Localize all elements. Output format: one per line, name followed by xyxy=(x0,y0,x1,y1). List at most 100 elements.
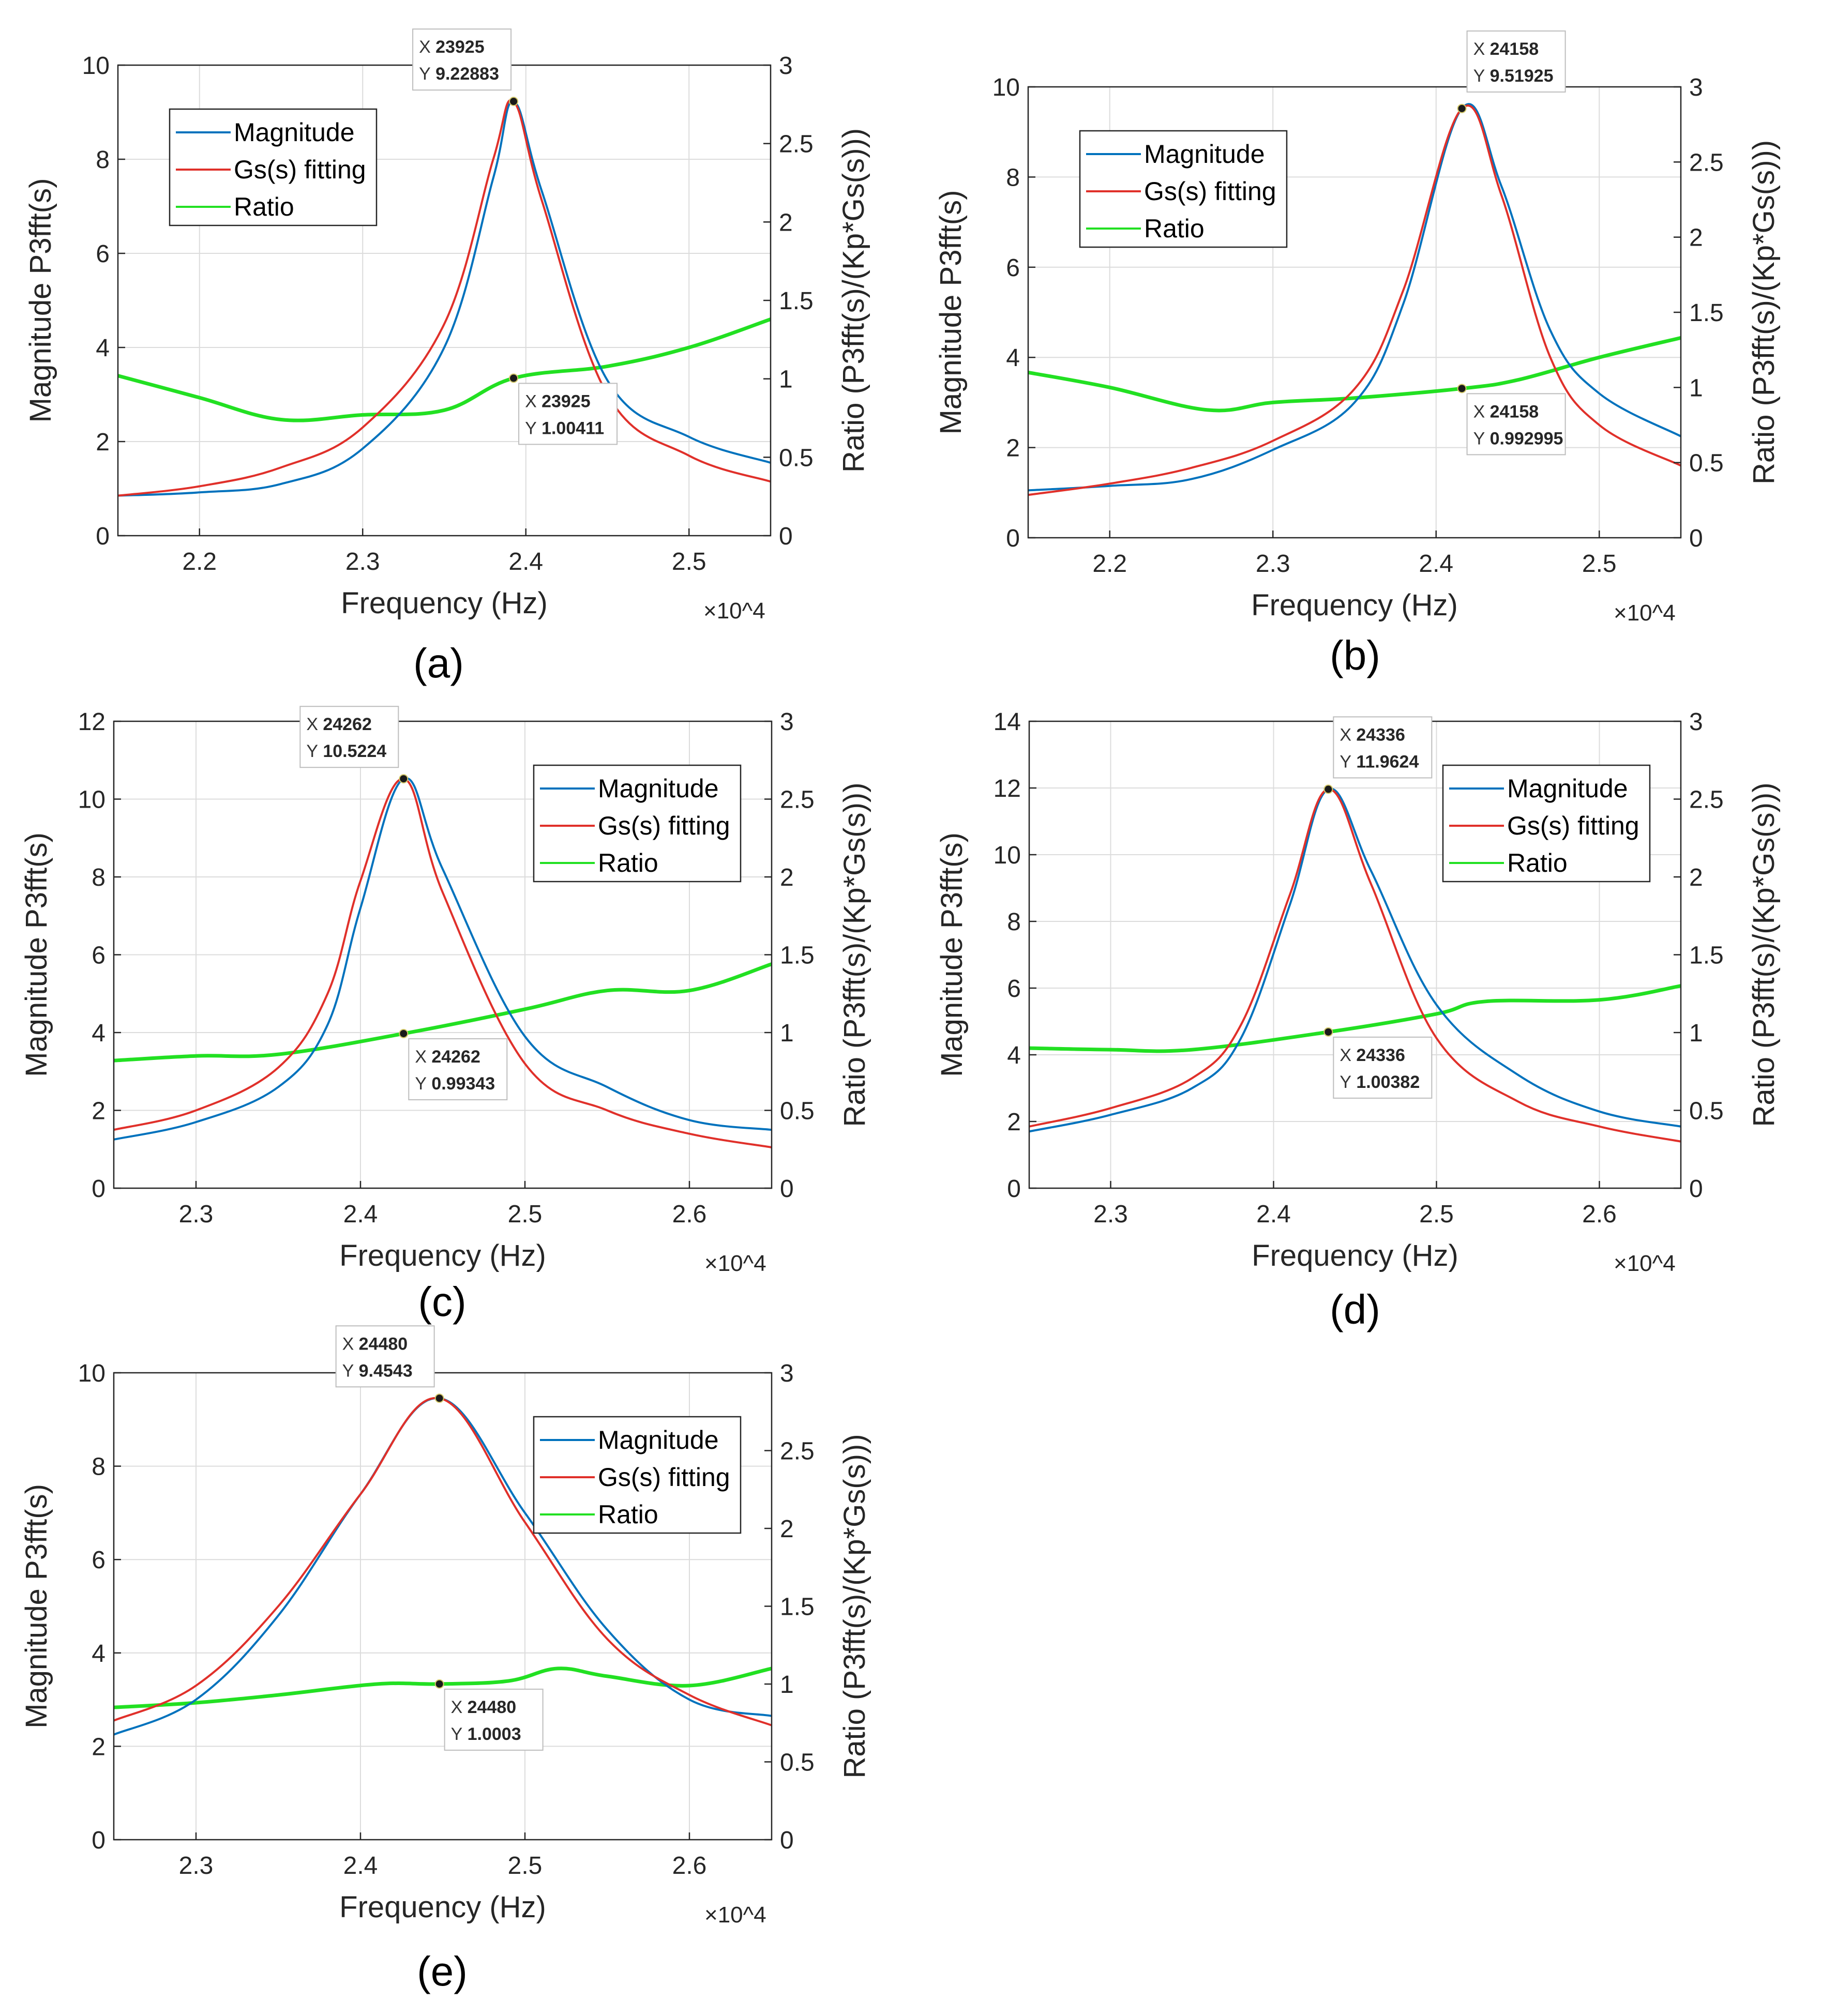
y-right-tick-label: 1 xyxy=(780,1671,794,1699)
y-left-axis-label: Magnitude P3fft(s) xyxy=(935,832,969,1077)
datatip-y-value: 0.992995 xyxy=(1490,429,1563,448)
y-left-tick-label: 0 xyxy=(96,523,110,550)
datatip[interactable]: X 24336 Y 11.9624 xyxy=(1323,716,1433,794)
datatip[interactable]: X 24158 Y 0.992995 xyxy=(1457,384,1566,456)
series-line-magnitude xyxy=(1028,103,1681,492)
x-exponent-label: ×10^4 xyxy=(1614,1251,1676,1276)
chart-panel-c: 2.3 2.4 2.5 2.6 0 2 4 6 8 10 12 0 0.5 1 1.5 2 2.5 3 Freque… xyxy=(20,706,871,1325)
y-right-tick-label: 2 xyxy=(780,864,794,891)
chart-panel-d: 2.3 2.4 2.5 2.6 0 2 4 6 8 10 12 14 0 0.5 1 1.5 2 2.5 3 Freq… xyxy=(935,708,1781,1332)
datatip-y-key: Y xyxy=(415,1074,427,1094)
datatip-marker[interactable] xyxy=(434,1679,444,1689)
series-line-ratio xyxy=(1029,984,1681,1053)
datatip-x-key: X xyxy=(1340,1045,1351,1065)
y-left-tick-label: 2 xyxy=(92,1098,106,1125)
y-left-tick-label: 10 xyxy=(78,786,106,814)
y-left-tick-label: 8 xyxy=(92,864,106,891)
y-right-tick-label: 2 xyxy=(1689,864,1703,891)
datatip-y-key: Y xyxy=(306,741,318,761)
y-left-tick-label: 4 xyxy=(1007,1042,1021,1069)
datatip-marker[interactable] xyxy=(1457,103,1467,113)
x-tick-label: 2.6 xyxy=(1582,1201,1617,1228)
y-right-tick-label: 1 xyxy=(1689,374,1703,402)
datatip-x-key: X xyxy=(342,1334,354,1354)
y-left-tick-label: 10 xyxy=(994,842,1021,869)
y-left-tick-label: 2 xyxy=(92,1733,106,1761)
legend-entry-label: Magnitude xyxy=(1507,774,1628,803)
datatip-x-value: 24262 xyxy=(431,1047,480,1067)
datatip-x-value: 24480 xyxy=(359,1334,408,1354)
y-right-tick-label: 0 xyxy=(1689,1175,1703,1203)
y-left-tick-label: 4 xyxy=(96,335,110,362)
x-tick-label: 2.3 xyxy=(179,1852,214,1879)
legend: Magnitude Gs(s) fitting Ratio xyxy=(1079,130,1288,248)
datatip-marker[interactable] xyxy=(434,1393,444,1403)
y-right-tick-label: 1.5 xyxy=(780,1594,815,1621)
y-right-axis-label: Ratio (P3fft(s)/(Kp*Gs(s))) xyxy=(838,1434,871,1778)
datatip-marker[interactable] xyxy=(1323,1027,1333,1037)
datatip-marker[interactable] xyxy=(399,1028,409,1038)
y-left-tick-label: 6 xyxy=(1006,254,1020,282)
datatip-marker[interactable] xyxy=(509,373,519,383)
y-left-tick-label: 4 xyxy=(1006,344,1020,372)
series-line-ratio xyxy=(114,962,772,1063)
datatip-marker[interactable] xyxy=(399,774,409,784)
y-right-tick-label: 1 xyxy=(1689,1020,1703,1047)
legend-entry-label: Ratio xyxy=(1144,214,1205,243)
series-line-ratio xyxy=(1028,336,1681,413)
x-exponent-label: ×10^4 xyxy=(704,1251,766,1276)
y-left-tick-label: 4 xyxy=(92,1640,106,1668)
legend-entry-label: Gs(s) fitting xyxy=(598,1463,730,1492)
y-right-tick-label: 3 xyxy=(779,52,793,80)
series-line-ratio xyxy=(118,317,771,422)
datatip-x-key: X xyxy=(451,1697,463,1717)
y-right-axis-label: Ratio (P3fft(s)/(Kp*Gs(s))) xyxy=(838,782,871,1127)
y-left-tick-label: 14 xyxy=(994,708,1021,736)
datatip-marker[interactable] xyxy=(1457,384,1467,393)
y-left-tick-label: 6 xyxy=(96,240,110,268)
datatip-y-key: Y xyxy=(1340,1072,1351,1092)
panel-caption: (d) xyxy=(1330,1286,1380,1332)
x-tick-label: 2.4 xyxy=(343,1201,378,1228)
y-left-tick-label: 0 xyxy=(1006,525,1020,552)
x-tick-label: 2.4 xyxy=(1256,1201,1291,1228)
datatip-y-value: 1.00411 xyxy=(541,418,604,438)
datatip[interactable]: X 24262 Y 10.5224 xyxy=(299,706,409,784)
datatip-y-key: Y xyxy=(451,1724,463,1744)
datatip-y-key: Y xyxy=(525,418,537,438)
legend: Magnitude Gs(s) fitting Ratio xyxy=(533,764,742,883)
x-tick-label: 2.6 xyxy=(672,1852,707,1879)
datatip-marker[interactable] xyxy=(509,97,519,107)
x-tick-label: 2.4 xyxy=(508,548,543,575)
y-left-axis-label: Magnitude P3fft(s) xyxy=(24,178,57,423)
datatip-box xyxy=(518,383,618,445)
legend-entry-label: Ratio xyxy=(1507,848,1568,877)
x-tick-label: 2.5 xyxy=(1419,1201,1454,1228)
datatip-box xyxy=(412,28,512,91)
datatip-box xyxy=(1333,716,1433,779)
y-right-tick-label: 1 xyxy=(780,1020,794,1047)
datatip-y-key: Y xyxy=(342,1361,354,1381)
datatip-x-value: 24158 xyxy=(1490,402,1539,421)
y-right-tick-label: 0 xyxy=(780,1827,794,1854)
x-tick-label: 2.6 xyxy=(672,1201,707,1228)
x-axis-label: Frequency (Hz) xyxy=(341,586,548,620)
datatip-x-value: 23925 xyxy=(435,37,485,57)
y-left-tick-label: 2 xyxy=(1006,435,1020,462)
y-right-tick-label: 0.5 xyxy=(1689,450,1724,477)
y-left-tick-label: 12 xyxy=(994,775,1021,802)
datatip-y-value: 9.51925 xyxy=(1490,66,1554,86)
panel-caption: (c) xyxy=(418,1279,466,1325)
x-tick-label: 2.5 xyxy=(508,1201,543,1228)
datatip-box xyxy=(1333,1036,1433,1099)
x-tick-label: 2.5 xyxy=(672,548,706,575)
datatip-marker[interactable] xyxy=(1323,784,1333,794)
